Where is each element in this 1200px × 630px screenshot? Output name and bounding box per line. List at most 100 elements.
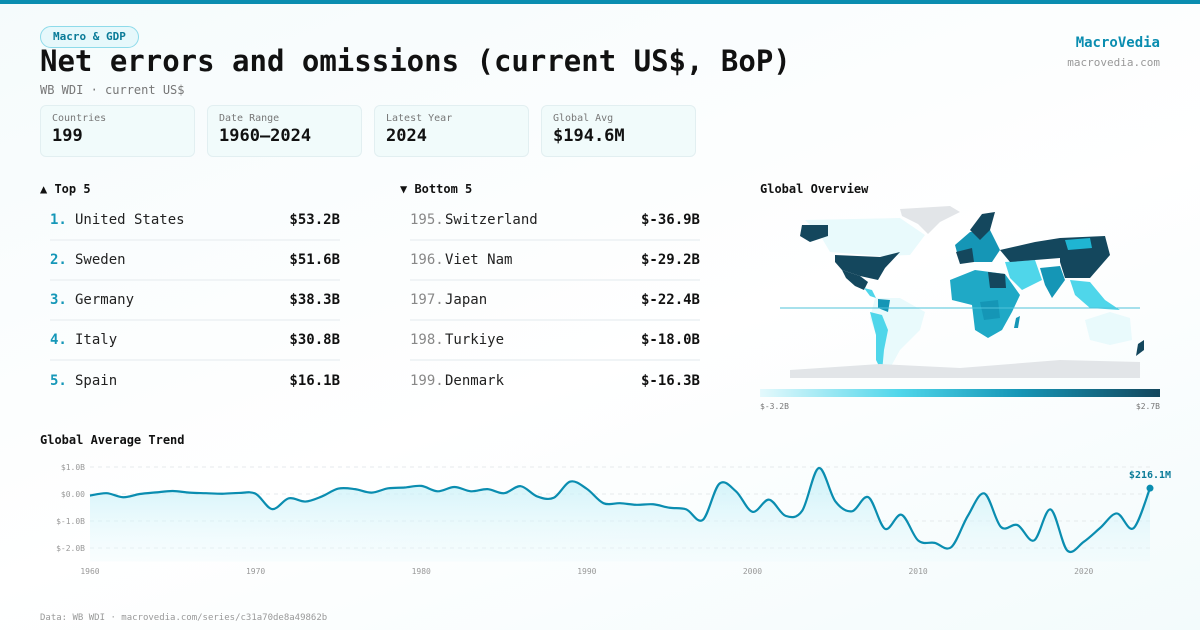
south-america[interactable] xyxy=(870,298,925,372)
australia[interactable] xyxy=(1085,312,1132,345)
stat-value: $194.6M xyxy=(553,126,625,146)
middle-east[interactable] xyxy=(1005,260,1042,290)
top-accent-bar xyxy=(0,0,1200,4)
source-footer: Data: WB WDI · macrovedia.com/series/c31… xyxy=(40,613,328,623)
list-item[interactable]: 195. Switzerland $-36.9B xyxy=(410,201,700,241)
country-name: Viet Nam xyxy=(445,252,513,268)
rank: 199. xyxy=(410,373,444,389)
legend-max-label: $2.7B xyxy=(1135,402,1160,411)
stat-value: 1960–2024 xyxy=(219,126,312,146)
x-tick-label: 1970 xyxy=(246,567,265,576)
stat-card-global-avg: Global Avg $194.6M xyxy=(541,105,696,157)
page-subtitle: WB WDI · current US$ xyxy=(40,83,185,97)
stat-value: 2024 xyxy=(386,126,427,146)
western-europe[interactable] xyxy=(956,248,974,264)
rank: 2. xyxy=(50,252,67,268)
scandinavia[interactable] xyxy=(970,212,995,240)
india[interactable] xyxy=(1040,266,1065,298)
mexico[interactable] xyxy=(842,270,868,290)
andes[interactable] xyxy=(870,312,888,372)
list-item[interactable]: 2. Sweden $51.6B xyxy=(50,241,340,281)
southeast-asia[interactable] xyxy=(1070,280,1120,310)
country-name: Denmark xyxy=(445,373,505,389)
top5-list: 1. United States $53.2B 2. Sweden $51.6B 3. G… xyxy=(50,201,340,401)
country-name: United States xyxy=(75,212,185,228)
country-name: Japan xyxy=(445,292,488,308)
country-value: $-16.3B xyxy=(640,373,700,389)
stat-value: 199 xyxy=(52,126,83,146)
x-tick-label: 2020 xyxy=(1074,567,1093,576)
global-average-trend-chart[interactable]: $1.0B $0.00 $-1.0B $-2.0B 1960 1970 1980 1990 20… xyxy=(0,455,1200,585)
category-badge[interactable]: Macro & GDP xyxy=(40,26,139,48)
trend-area xyxy=(90,468,1150,562)
country-value: $16.1B xyxy=(289,373,340,389)
y-tick-label: $0.00 xyxy=(61,490,85,499)
map-color-legend xyxy=(760,389,1160,397)
stat-label: Countries xyxy=(52,113,107,124)
x-tick-label: 1990 xyxy=(577,567,596,576)
world-choropleth-map[interactable] xyxy=(760,200,1160,382)
list-item[interactable]: 3. Germany $38.3B xyxy=(50,281,340,321)
country-name: Switzerland xyxy=(445,212,538,228)
y-tick-label: $-2.0B xyxy=(56,544,85,553)
x-tick-label: 2010 xyxy=(908,567,927,576)
bottom5-list: 195. Switzerland $-36.9B 196. Viet Nam $-29.… xyxy=(410,201,700,401)
list-item[interactable]: 1. United States $53.2B xyxy=(50,201,340,241)
stat-card-countries: Countries 199 xyxy=(40,105,195,157)
usa[interactable] xyxy=(835,252,900,280)
country-name: Spain xyxy=(75,373,118,389)
list-item[interactable]: 198. Turkiye $-18.0B xyxy=(410,321,700,361)
list-item[interactable]: 5. Spain $16.1B xyxy=(50,361,340,401)
country-value: $51.6B xyxy=(289,252,340,268)
stat-card-date-range: Date Range 1960–2024 xyxy=(207,105,362,157)
greenland xyxy=(900,206,960,234)
country-name: Italy xyxy=(75,332,118,348)
rank: 4. xyxy=(50,332,67,348)
trend-line xyxy=(89,467,1152,553)
country-value: $-36.9B xyxy=(640,212,700,228)
list-item[interactable]: 197. Japan $-22.4B xyxy=(410,281,700,321)
x-tick-label: 1980 xyxy=(412,567,431,576)
list-item[interactable]: 199. Denmark $-16.3B xyxy=(410,361,700,401)
russia-central-asia[interactable] xyxy=(1000,238,1060,262)
y-tick-label: $-1.0B xyxy=(56,517,85,526)
country-name: Germany xyxy=(75,292,135,308)
central-africa[interactable] xyxy=(980,300,1000,320)
rank: 3. xyxy=(50,292,67,308)
map-heading: Global Overview xyxy=(760,182,869,196)
country-value: $53.2B xyxy=(289,212,340,228)
brand-url[interactable]: macrovedia.com xyxy=(1067,56,1160,69)
country-value: $30.8B xyxy=(289,332,340,348)
top5-heading: ▲ Top 5 xyxy=(40,182,91,196)
rank: 195. xyxy=(410,212,444,228)
new-zealand[interactable] xyxy=(1136,340,1144,356)
madagascar[interactable] xyxy=(1014,316,1020,328)
legend-min-label: $-3.2B xyxy=(760,402,789,411)
rank: 196. xyxy=(410,252,444,268)
stat-label: Global Avg xyxy=(553,113,614,124)
country-name: Sweden xyxy=(75,252,126,268)
mongolia[interactable] xyxy=(1065,238,1092,250)
list-item[interactable]: 196. Viet Nam $-29.2B xyxy=(410,241,700,281)
stat-label: Date Range xyxy=(219,113,280,124)
country-value: $38.3B xyxy=(289,292,340,308)
rank: 197. xyxy=(410,292,444,308)
trend-heading: Global Average Trend xyxy=(40,433,185,447)
central-america[interactable] xyxy=(864,288,876,298)
stat-label: Latest Year xyxy=(386,113,453,124)
country-value: $-29.2B xyxy=(640,252,700,268)
last-value-label: $216.1M xyxy=(1129,470,1171,481)
country-value: $-22.4B xyxy=(640,292,700,308)
colombia[interactable] xyxy=(878,299,890,312)
page-title: Net errors and omissions (current US$, B… xyxy=(40,44,791,78)
rank: 198. xyxy=(410,332,444,348)
antarctica xyxy=(790,360,1140,378)
x-tick-label: 1960 xyxy=(80,567,99,576)
brand-logo[interactable]: MacroVedia xyxy=(1075,35,1160,51)
rank: 5. xyxy=(50,373,67,389)
list-item[interactable]: 4. Italy $30.8B xyxy=(50,321,340,361)
rank: 1. xyxy=(50,212,67,228)
north-africa-dark[interactable] xyxy=(988,272,1006,288)
alaska[interactable] xyxy=(800,225,828,242)
country-value: $-18.0B xyxy=(640,332,700,348)
